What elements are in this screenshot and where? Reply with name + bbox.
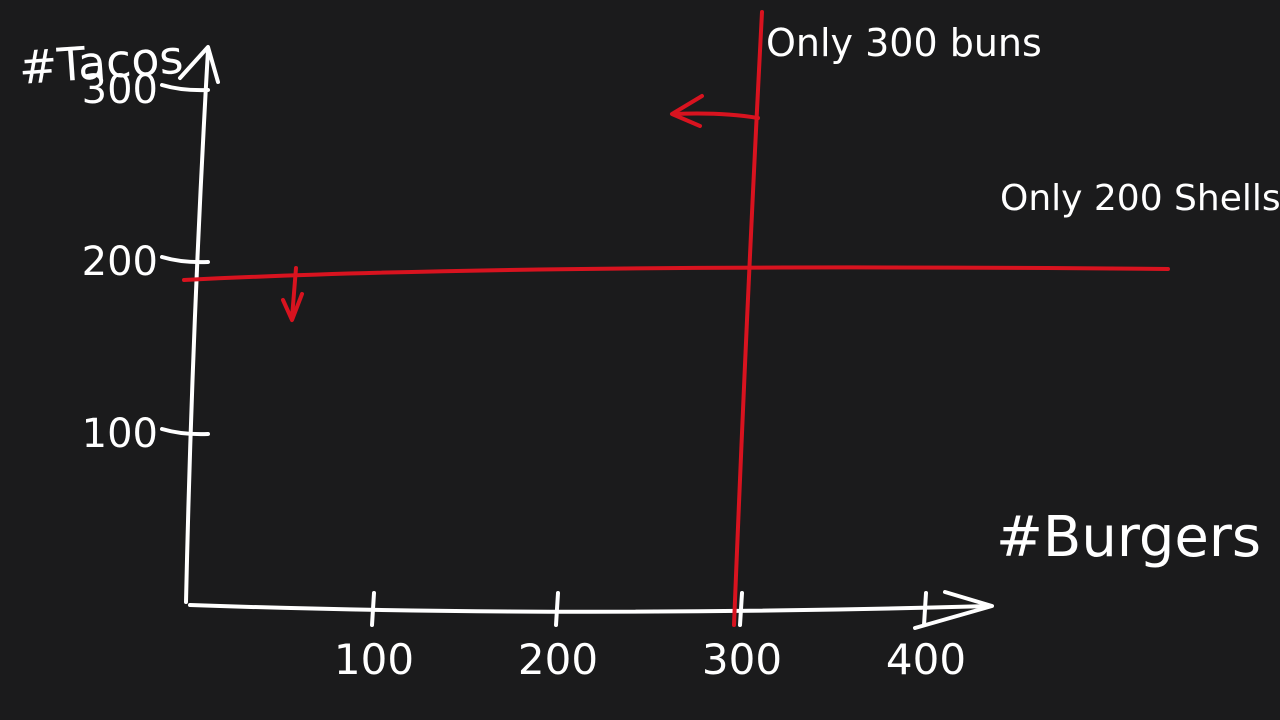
y-axis-line [184,48,210,604]
y-tick-mark [160,83,210,93]
x-tick-mark [554,591,560,627]
y-axis-title: #Tacos [17,30,185,95]
x-tick-mark [922,591,928,627]
x-tick-label: 100 [334,635,414,684]
x-tick-mark [738,591,744,627]
y-tick-mark [160,255,210,265]
x-tick-mark [370,591,376,627]
x-axis-title: #Burgers [996,505,1261,570]
axes [178,45,994,630]
x-axis-arrowhead [913,590,994,630]
x-tick-label: 400 [886,635,966,684]
constraint-arrow-buns [672,111,760,120]
y-tick-label: 300 [82,67,158,113]
constraint-arrowhead-buns [670,94,704,128]
x-axis-line [188,603,992,614]
x-tick-label: 300 [702,635,782,684]
constraint-label-shells: Only 200 Shells [1000,178,1280,219]
constraint-line-shells [182,265,1170,282]
y-tick-label: 200 [82,239,158,285]
y-tick-mark [160,427,210,437]
y-tick-label: 100 [82,411,158,457]
constraint-line-buns [732,10,764,627]
constraint-label-buns: Only 300 buns [766,21,1042,65]
constraint-lines [182,10,1170,627]
y-axis-arrowhead [178,45,220,84]
axis-ticks: 100 200 300 400 100 200 300 [82,67,966,684]
constraint-arrowhead-shells [281,292,304,322]
x-tick-label: 200 [518,635,598,684]
